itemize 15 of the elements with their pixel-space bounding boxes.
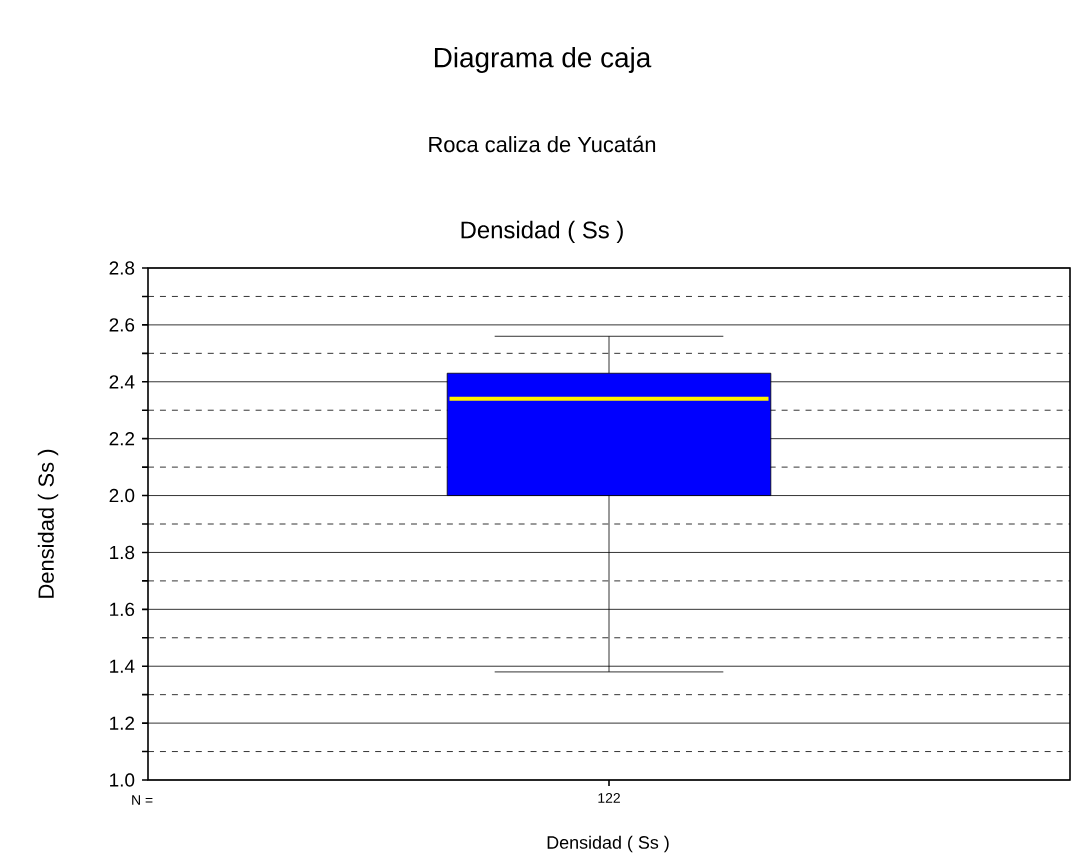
- y-tick-label: 1.2: [110, 716, 135, 730]
- chart-subtitle: Roca caliza de Yucatán: [429, 135, 656, 153]
- x-axis-title: Densidad ( Ss ): [547, 835, 669, 853]
- chart-title: Diagrama de caja: [434, 46, 652, 73]
- y-tick-label: 2.6: [109, 318, 135, 332]
- y-tick-label: 2.0: [109, 488, 135, 503]
- text: Densidad ( Ss ): [461, 220, 623, 244]
- y-tick-label: 1.0: [110, 773, 135, 787]
- y-tick-label: 2.8: [109, 261, 135, 275]
- y-tick-label: 2.4: [109, 375, 135, 389]
- y-tick-label: 2.2: [109, 432, 135, 446]
- y-tick-label: 1.6: [110, 602, 135, 617]
- y-axis-title: Densidad ( Ss ): [37, 449, 59, 598]
- y-tick-label: 1.4: [110, 659, 135, 673]
- y-tick-label: 1.8: [110, 545, 135, 560]
